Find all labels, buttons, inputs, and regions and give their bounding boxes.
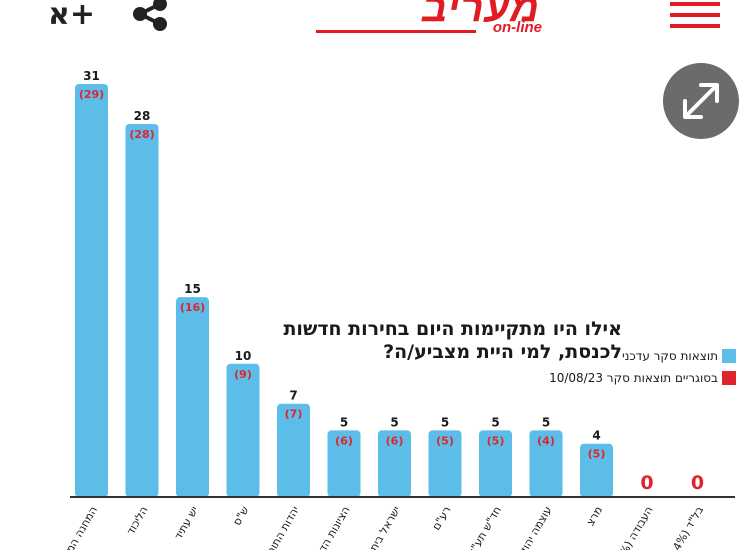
share-icon[interactable] [126,0,172,36]
category-tick-label: יש עתיד [172,504,201,542]
legend-label-current: תוצאות סקר עדכני [621,349,718,363]
bar-previous-label: (4) [537,434,555,447]
bar-previous-label: (5) [588,448,606,461]
bar-previous-label: (7) [285,408,303,421]
category-tick-label: חד"ש תע"ל [465,504,504,550]
chart-bar [277,403,310,497]
category-tick-label: העבודה (1.7%) [606,504,656,550]
bar-previous-label: (6) [386,434,404,447]
logo-underline [316,30,476,33]
legend-swatch-current [722,349,736,363]
chart-title: אילו היו מתקיימות היום בחירות חדשות לכנס… [280,318,622,364]
bar-value-label: 5 [542,415,550,429]
chart-bar [125,123,159,497]
category-tick-label: ישראל ביתנו [363,504,403,550]
bar-value-label: 4 [592,429,600,443]
chart-bar [580,443,613,497]
bar-value-label: 5 [390,415,398,429]
expand-arrows-glyph [683,83,719,119]
chart-title-line-2: לכנסת, למי היית מצביע/ה? [383,341,622,363]
bar-previous-label: (5) [436,434,454,447]
bar-value-label: 5 [441,415,449,429]
expand-arrows-icon[interactable] [663,63,739,139]
bar-value-label: 5 [491,415,499,429]
chart-bar [529,430,563,497]
legend-label-previous: בסוגריים תוצאות סקר 10/08/23 [549,371,718,385]
logo-subtitle: on-line [492,19,542,36]
chart-bar [378,430,411,497]
bar-previous-label: (5) [487,434,505,447]
chart-bar [176,297,209,497]
legend-item-current: תוצאות סקר עדכני [622,346,736,366]
poll-chart: 31 (29) המחנה הממלכתי 28 (28) הליכוד 15 (16) יש … [0,42,750,554]
bar-value-label: 28 [134,109,151,123]
hamburger-menu-icon[interactable] [670,2,722,32]
chart-bar [226,363,260,497]
category-tick-label: הציונות הדתית [308,504,353,550]
bar-previous-label: (9) [234,368,252,381]
chart-bar [75,84,108,497]
category-tick-label: הליכוד [124,504,151,537]
bar-value-label: 15 [184,282,201,296]
legend-item-previous: בסוגריים תוצאות סקר 10/08/23 [549,368,736,388]
category-tick-label: מרצ [584,504,605,528]
top-bar: א+ מעריב on-line [0,0,750,42]
brand-logo[interactable]: מעריב on-line [310,0,550,42]
bar-value-label: 10 [235,349,252,363]
font-size-button[interactable]: א+ [48,0,95,32]
bar-previous-label: (16) [180,301,205,314]
bar-previous-label: (6) [335,434,353,447]
logo-text: מעריב [421,0,540,30]
category-tick-label: רע"ם [430,504,454,533]
category-tick-label: המחנה הממלכתי [48,504,100,550]
category-tick-label: בל"ד (1.4%) [663,504,706,550]
bar-value-label: 31 [83,69,100,83]
chart-title-line-1: אילו היו מתקיימות היום בחירות חדשות [283,318,622,340]
legend-swatch-previous [722,371,736,385]
category-tick-label: ש"ס [230,504,251,528]
category-tick-label: עוצמה יהודית [512,504,555,550]
bar-previous-label: (28) [129,128,154,141]
bar-previous-label: (29) [79,88,104,101]
bar-value-label: 0 [691,472,704,494]
chart-bar [479,430,512,497]
bar-value-label: 7 [289,389,297,403]
bar-value-label: 5 [340,415,348,429]
chart-bar [327,430,361,497]
chart-bar [428,430,462,497]
category-tick-label: יהדות התורה [261,504,302,550]
chart-canvas: 31 (29) המחנה הממלכתי 28 (28) הליכוד 15 (16) יש … [48,69,735,554]
bar-value-label: 0 [640,472,653,494]
